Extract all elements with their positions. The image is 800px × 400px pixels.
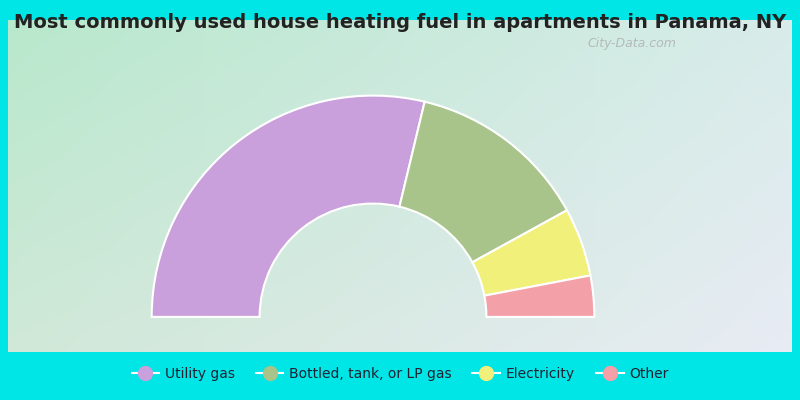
Text: Most commonly used house heating fuel in apartments in Panama, NY: Most commonly used house heating fuel in…: [14, 12, 786, 32]
Wedge shape: [399, 102, 567, 262]
Text: City-Data.com: City-Data.com: [588, 37, 677, 50]
Wedge shape: [152, 96, 425, 317]
Legend: Utility gas, Bottled, tank, or LP gas, Electricity, Other: Utility gas, Bottled, tank, or LP gas, E…: [126, 362, 674, 386]
Wedge shape: [484, 276, 594, 317]
Wedge shape: [472, 210, 590, 296]
